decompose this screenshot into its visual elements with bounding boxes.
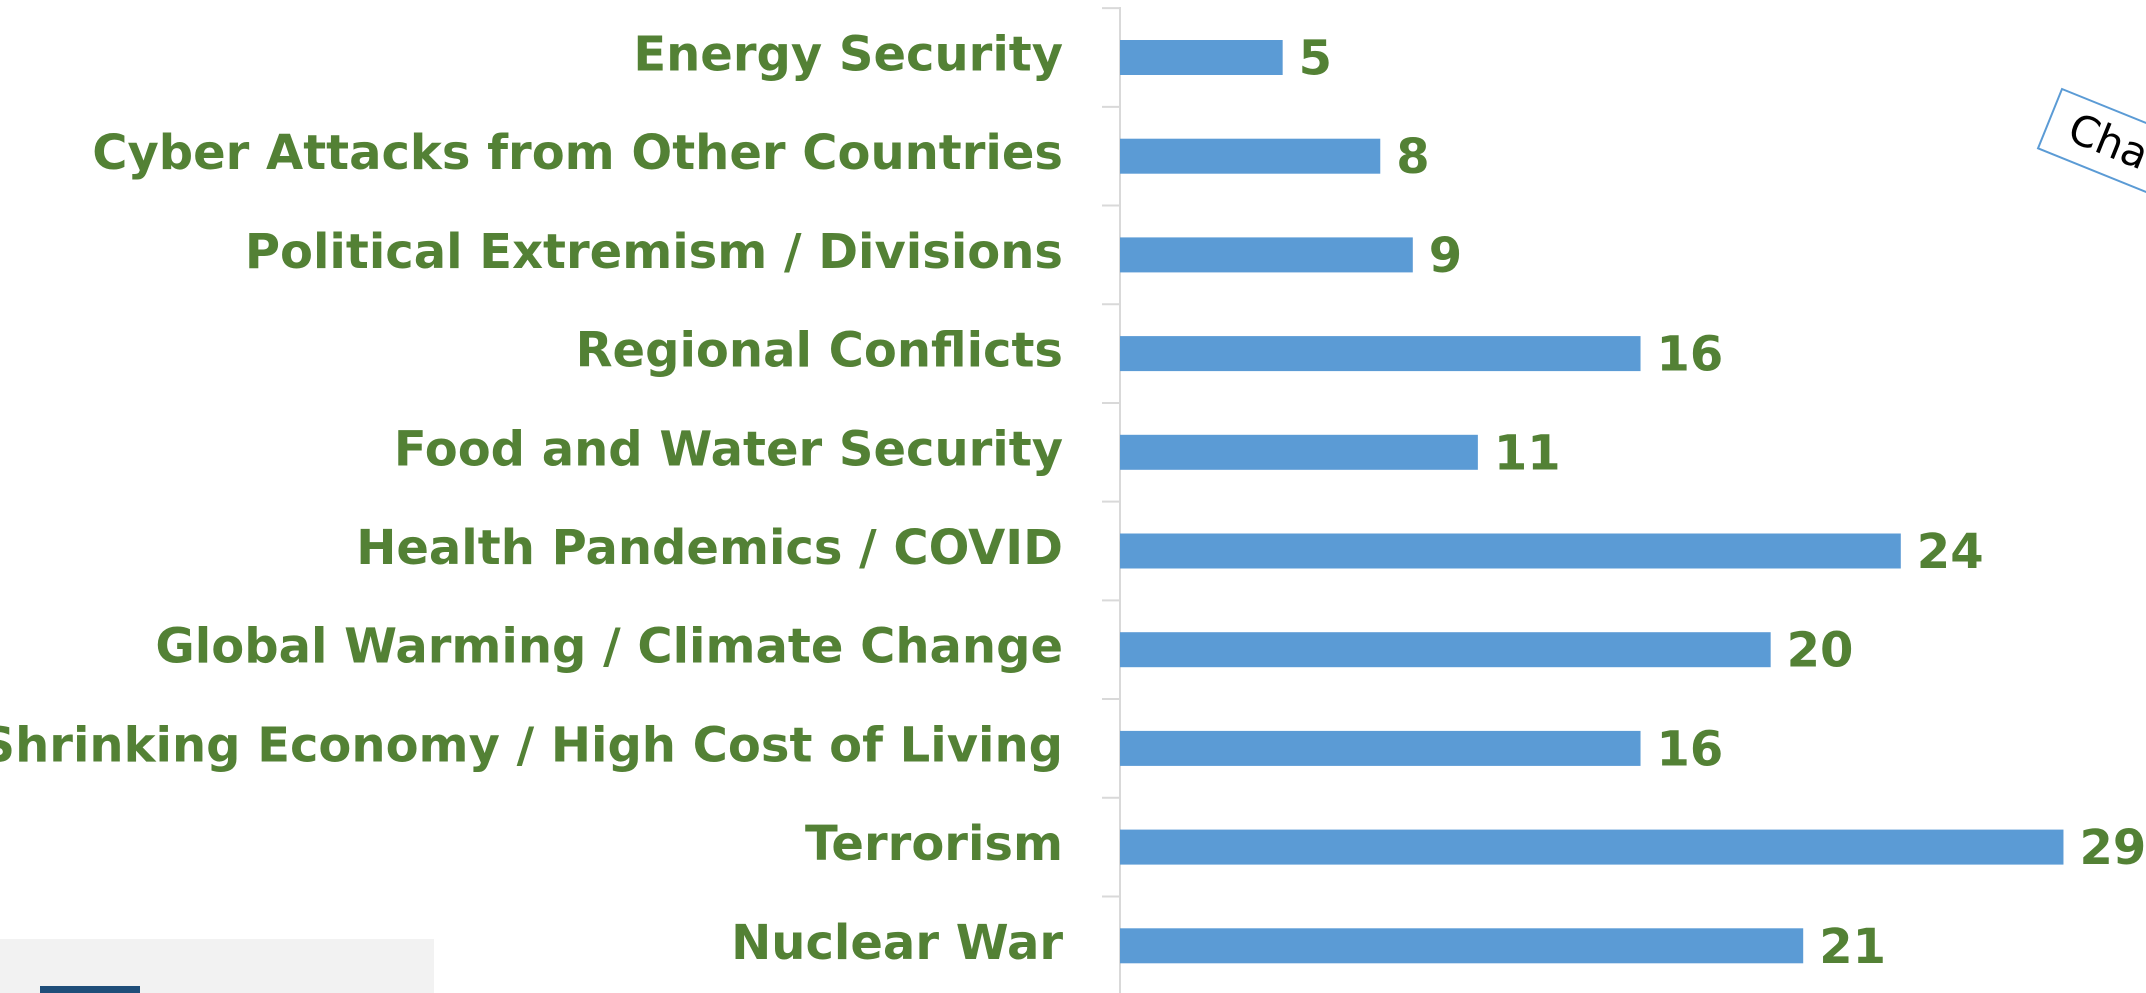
value-label: 9 — [1429, 228, 1462, 284]
category-label: Energy Security — [633, 27, 1063, 83]
value-label: 16 — [1657, 721, 1724, 777]
note-box: Cha — [2036, 87, 2146, 233]
bar — [1120, 829, 2064, 865]
value-label: 11 — [1494, 425, 1561, 481]
bar — [1120, 533, 1901, 569]
value-label: 24 — [1917, 524, 1984, 580]
bar — [1120, 632, 1771, 668]
bar — [1120, 928, 1804, 964]
value-label: 8 — [1396, 129, 1429, 185]
bar — [1120, 237, 1413, 273]
category-label: Nuclear War — [731, 915, 1063, 971]
bar — [1120, 40, 1283, 75]
value-label: 29 — [2079, 820, 2146, 876]
value-label: 20 — [1787, 623, 1854, 679]
bar — [1120, 730, 1641, 766]
value-label: 5 — [1299, 31, 1332, 87]
category-label: Health Pandemics / COVID — [356, 520, 1063, 576]
category-label: Political Extremism / Divisions — [245, 224, 1063, 280]
note-frame — [2036, 87, 2146, 233]
bar — [1120, 336, 1641, 372]
category-label: Cyber Attacks from Other Countries — [92, 125, 1063, 181]
bar — [1120, 434, 1478, 470]
category-label: Shrinking Economy / High Cost of Living — [0, 717, 1063, 773]
logo-mark — [40, 986, 140, 993]
category-label: Terrorism — [805, 816, 1063, 872]
bar — [1120, 138, 1381, 174]
logo-panel — [0, 939, 434, 993]
value-label: 16 — [1657, 327, 1724, 383]
category-label: Regional Conflicts — [576, 323, 1063, 379]
value-label: 21 — [1819, 919, 1886, 975]
category-label: Global Warming / Climate Change — [155, 619, 1063, 675]
category-label: Food and Water Security — [394, 421, 1063, 477]
